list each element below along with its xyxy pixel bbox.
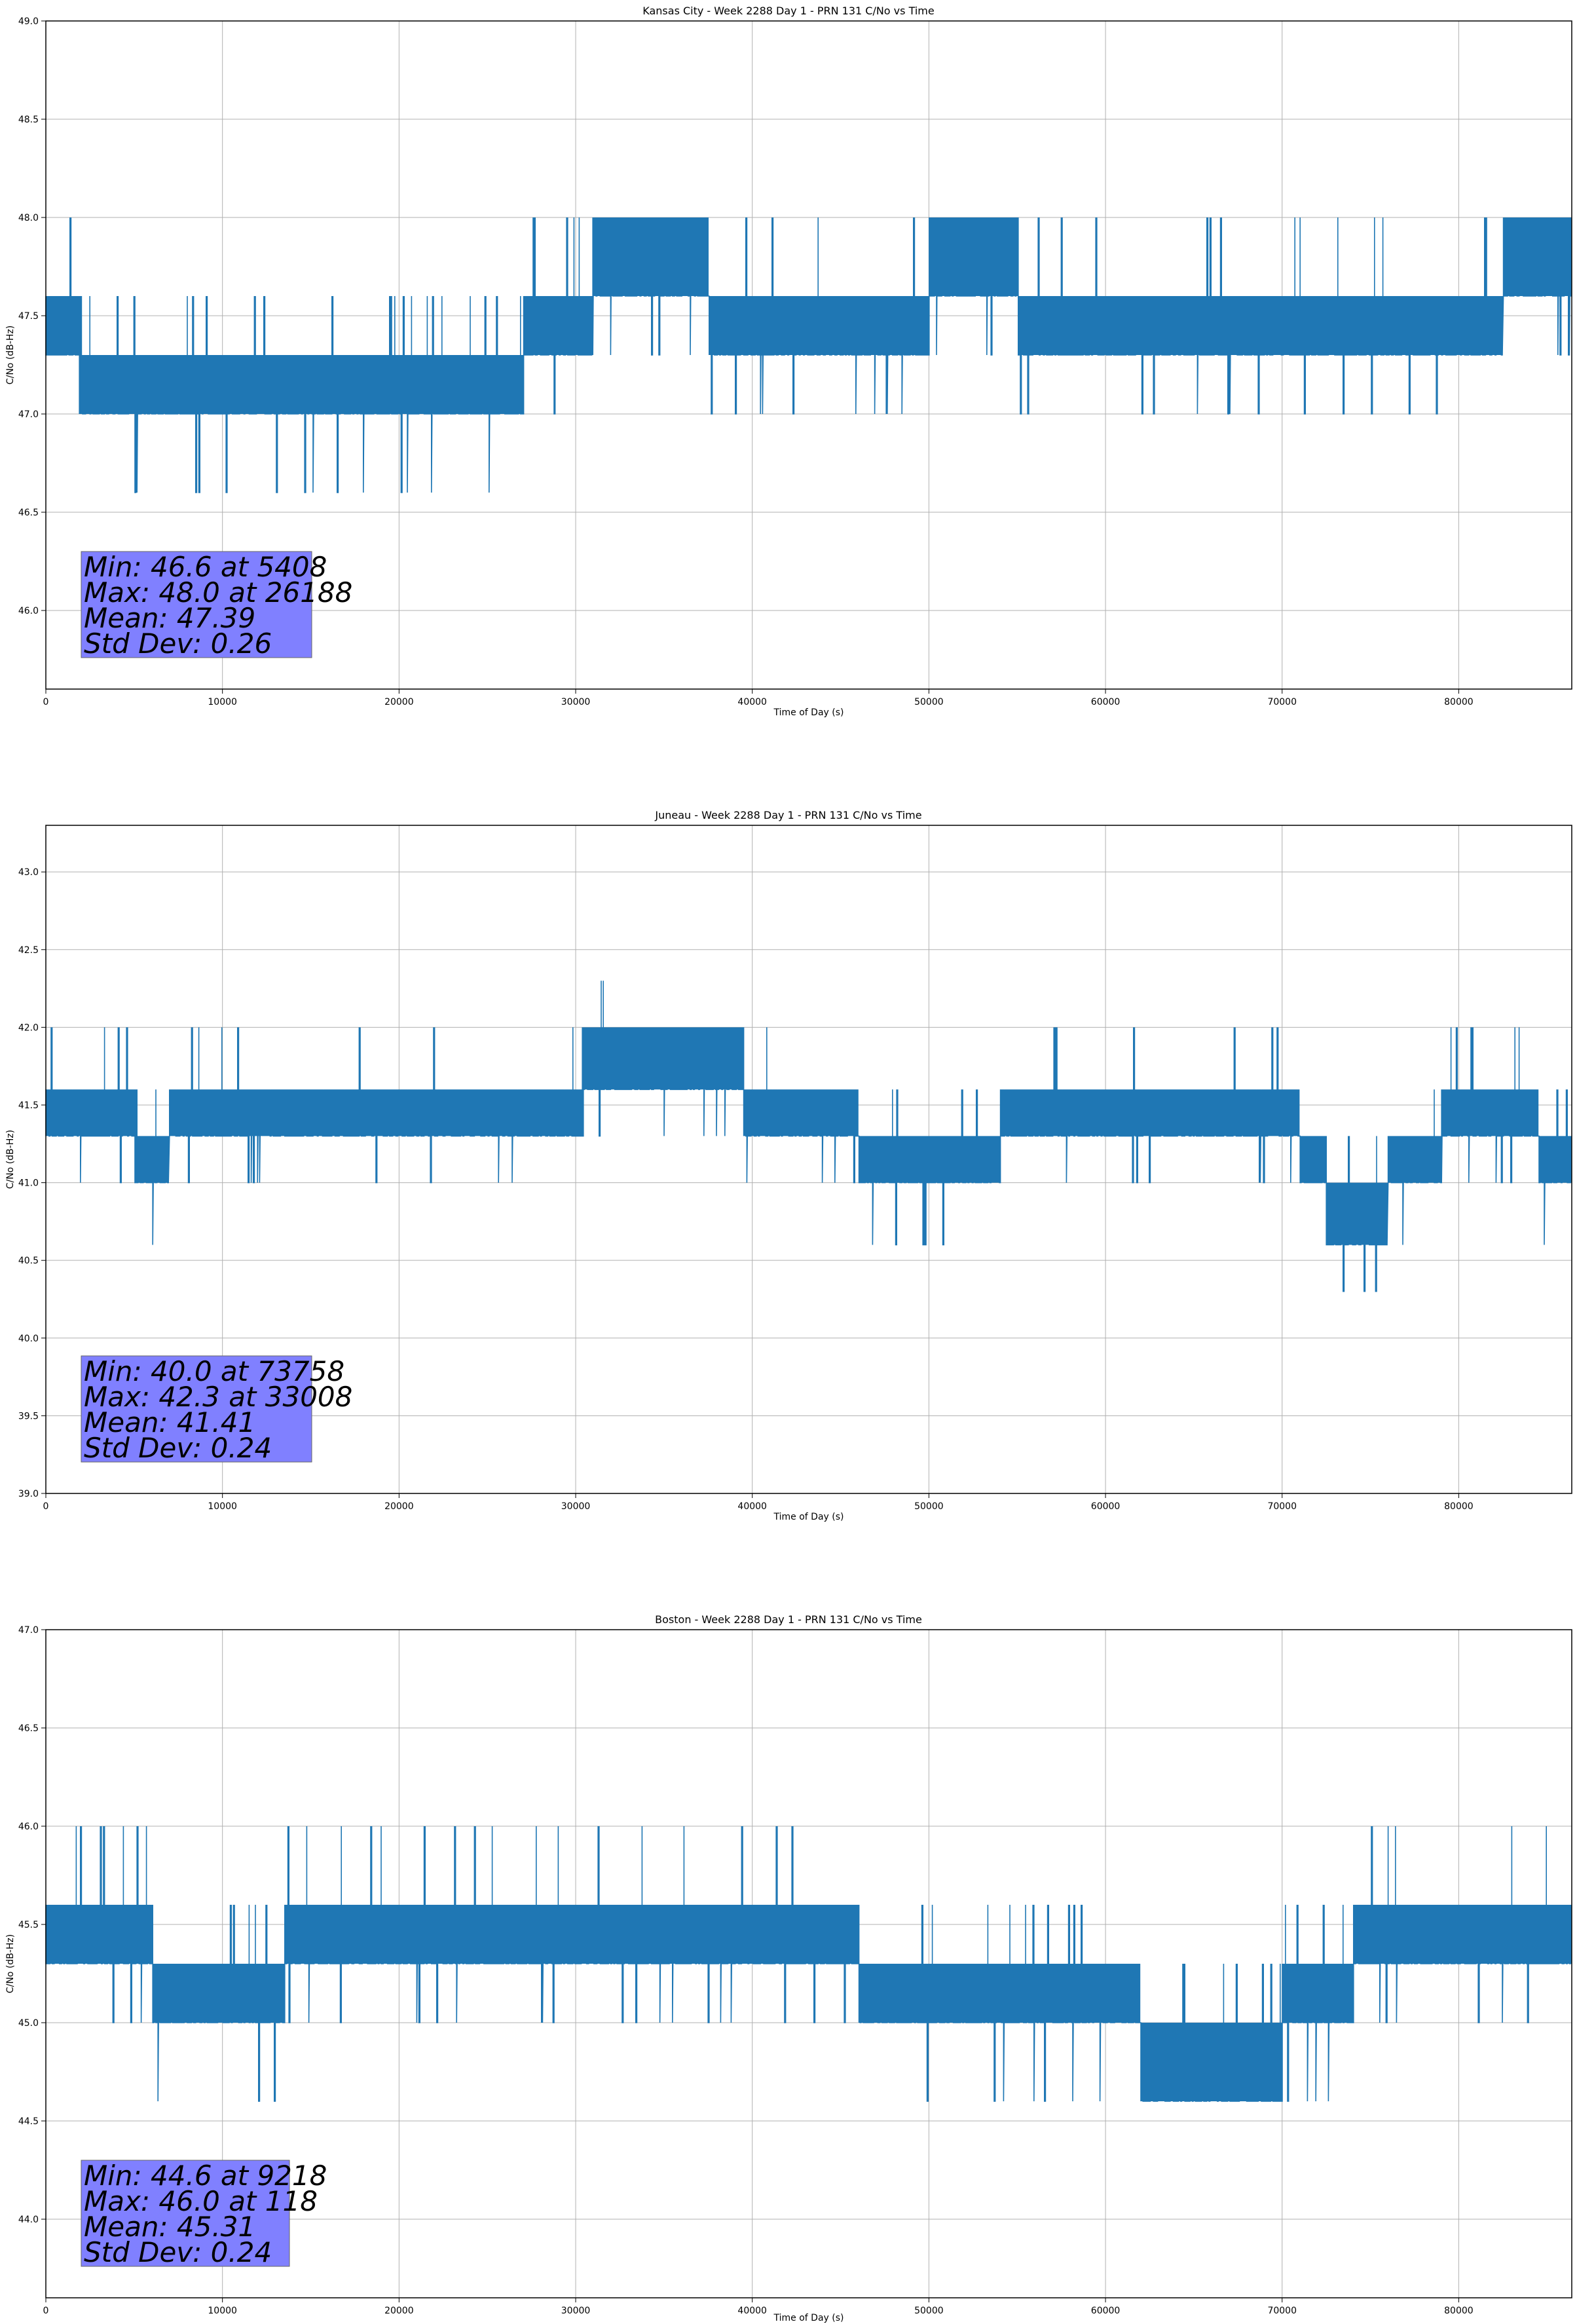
x-tick-label: 40000 <box>737 2306 767 2316</box>
stats-line: Mean: 41.41 <box>84 1406 255 1438</box>
x-tick-label: 60000 <box>1091 697 1121 707</box>
x-tick-label: 30000 <box>561 697 591 707</box>
y-tick-label: 40.5 <box>18 1256 39 1266</box>
x-axis-label: Time of Day (s) <box>773 707 844 718</box>
y-tick-label: 42.5 <box>18 945 39 956</box>
chart-title: Boston - Week 2288 Day 1 - PRN 131 C/No … <box>655 1613 922 1626</box>
y-tick-label: 47.0 <box>18 1625 39 1636</box>
cno-series <box>45 217 1572 493</box>
x-axis-label: Time of Day (s) <box>773 2313 844 2323</box>
y-tick-label: 43.0 <box>18 867 39 878</box>
stats-box-background <box>81 2160 290 2267</box>
cno-line <box>45 1826 1572 2102</box>
x-tick-label: 10000 <box>208 697 237 707</box>
y-tick-label: 47.5 <box>18 311 39 322</box>
chart-panel-kansas-city: Kansas City - Week 2288 Day 1 - PRN 131 … <box>5 5 1572 718</box>
y-axis-label: C/No (dB-Hz) <box>5 1934 16 1993</box>
axes: 0 10000 20000 30000 40000 50000 60000 70000 8000… <box>18 1625 1572 2316</box>
stats-line: Std Dev: 0.26 <box>84 628 272 660</box>
chart-title: Kansas City - Week 2288 Day 1 - PRN 131 … <box>642 5 934 17</box>
x-tick-label: 50000 <box>914 1501 944 1512</box>
plot-frame <box>45 825 1572 1494</box>
plot-frame <box>45 1629 1572 2298</box>
y-axis-label: C/No (dB-Hz) <box>5 1130 16 1189</box>
y-tick-label: 48.0 <box>18 213 39 223</box>
y-tick-label: 49.0 <box>18 16 39 27</box>
plot-frame <box>45 20 1572 690</box>
x-tick-label: 20000 <box>384 697 414 707</box>
y-tick-label: 44.5 <box>18 2116 39 2127</box>
x-axis-label: Time of Day (s) <box>773 1512 844 1522</box>
chart-title: Juneau - Week 2288 Day 1 - PRN 131 C/No … <box>654 809 921 821</box>
cno-line <box>45 981 1572 1292</box>
y-tick-label: 42.0 <box>18 1022 39 1033</box>
y-tick-label: 45.5 <box>18 1920 39 1930</box>
x-tick-label: 70000 <box>1267 697 1297 707</box>
x-tick-label: 0 <box>43 697 49 707</box>
chart-panel-boston: Boston - Week 2288 Day 1 - PRN 131 C/No … <box>5 1613 1572 2323</box>
stats-box-background <box>81 551 312 658</box>
x-tick-label: 60000 <box>1091 2306 1121 2316</box>
y-tick-label: 40.0 <box>18 1334 39 1344</box>
stats-line: Min: 46.6 at 5408 <box>84 551 327 583</box>
axes: 0 10000 20000 30000 40000 50000 60000 70000 8000… <box>18 825 1572 1512</box>
y-tick-label: 39.0 <box>18 1489 39 1499</box>
stats-line: Mean: 47.39 <box>84 602 255 634</box>
x-tick-label: 50000 <box>914 697 944 707</box>
x-tick-label: 10000 <box>208 2306 237 2316</box>
x-tick-label: 60000 <box>1091 1501 1121 1512</box>
stats-line: Max: 48.0 at 26188 <box>84 576 352 609</box>
x-tick-label: 20000 <box>384 1501 414 1512</box>
x-tick-label: 70000 <box>1267 1501 1297 1512</box>
cno-series <box>45 981 1572 1292</box>
y-tick-label: 44.0 <box>18 2215 39 2225</box>
x-tick-label: 80000 <box>1444 2306 1474 2316</box>
x-tick-label: 50000 <box>914 2306 944 2316</box>
cno-series <box>45 1826 1572 2102</box>
stats-line: Min: 40.0 at 73758 <box>84 1355 344 1387</box>
x-tick-label: 20000 <box>384 2306 414 2316</box>
stats-line: Min: 44.6 at 9218 <box>84 2160 327 2192</box>
x-tick-label: 40000 <box>737 1501 767 1512</box>
x-tick-label: 70000 <box>1267 2306 1297 2316</box>
y-tick-label: 41.5 <box>18 1100 39 1111</box>
x-tick-label: 10000 <box>208 1501 237 1512</box>
stats-box-background <box>81 1355 312 1463</box>
y-tick-label: 41.0 <box>18 1178 39 1189</box>
stats-line: Std Dev: 0.24 <box>84 1432 272 1464</box>
stats-line: Max: 42.3 at 33008 <box>84 1381 352 1413</box>
y-tick-label: 47.0 <box>18 409 39 420</box>
x-tick-label: 40000 <box>737 697 767 707</box>
y-tick-label: 48.5 <box>18 115 39 125</box>
x-tick-label: 80000 <box>1444 1501 1474 1512</box>
y-tick-label: 46.0 <box>18 606 39 616</box>
y-tick-label: 46.5 <box>18 1723 39 1734</box>
x-tick-label: 80000 <box>1444 697 1474 707</box>
x-tick-label: 30000 <box>561 2306 591 2316</box>
chart-panel-juneau: Juneau - Week 2288 Day 1 - PRN 131 C/No … <box>5 809 1572 1522</box>
y-tick-label: 46.0 <box>18 1822 39 1832</box>
y-tick-label: 39.5 <box>18 1411 39 1421</box>
stats-line: Max: 46.0 at 118 <box>84 2185 318 2217</box>
stats-line: Mean: 45.31 <box>84 2211 255 2243</box>
x-tick-label: 0 <box>43 2306 49 2316</box>
cno-line <box>45 217 1572 493</box>
y-axis-label: C/No (dB-Hz) <box>5 326 16 384</box>
x-tick-label: 30000 <box>561 1501 591 1512</box>
stats-line: Std Dev: 0.24 <box>84 2236 272 2268</box>
y-tick-label: 46.5 <box>18 508 39 518</box>
y-tick-label: 45.0 <box>18 2018 39 2029</box>
x-tick-label: 0 <box>43 1501 49 1512</box>
axes: 0 10000 20000 30000 40000 50000 60000 70000 8000… <box>18 16 1572 707</box>
